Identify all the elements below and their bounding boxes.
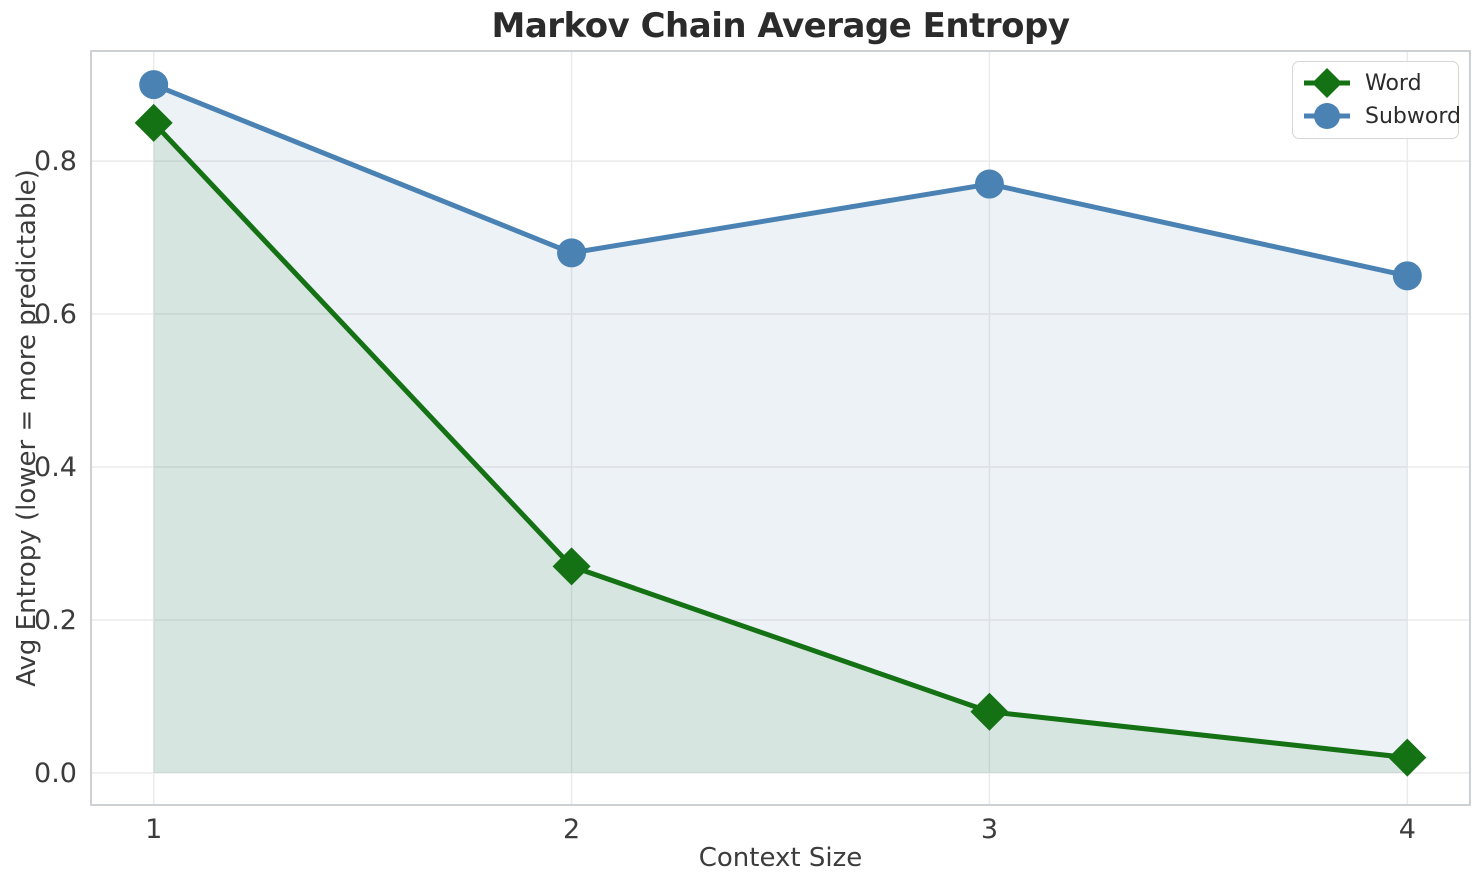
subword-circle-marker-icon — [1304, 103, 1350, 129]
legend: Word Subword — [1292, 61, 1461, 139]
y-tick-label: 0.4 — [34, 452, 77, 483]
x-tick-label: 4 — [1399, 814, 1416, 845]
data-point-subword — [1392, 261, 1422, 291]
legend-label-word: Word — [1365, 70, 1422, 96]
y-axis-label: Avg Entropy (lower = more predictable) — [12, 169, 42, 687]
plot-border — [90, 50, 1471, 806]
series-line-subword — [151, 82, 1410, 279]
area-fill-subword — [153, 84, 1408, 773]
y-tick-label: 0.8 — [34, 146, 77, 177]
data-point-word — [1388, 738, 1427, 777]
legend-item-subword: Subword — [1301, 100, 1461, 132]
series-line-word — [151, 120, 1410, 761]
area-fill-word — [153, 122, 1408, 773]
data-point-subword — [557, 238, 587, 268]
data-point-subword — [974, 169, 1004, 199]
x-tick-label: 3 — [981, 814, 998, 845]
x-tick-label: 1 — [145, 814, 162, 845]
data-point-word — [552, 547, 591, 586]
legend-circle-subword — [1314, 103, 1340, 129]
y-tick-label: 0.0 — [34, 758, 77, 789]
chart-title: Markov Chain Average Entropy — [491, 6, 1070, 46]
legend-label-subword: Subword — [1365, 103, 1461, 129]
y-tick-label: 0.2 — [34, 605, 77, 636]
word-diamond-marker-icon — [1304, 68, 1350, 98]
x-axis-label: Context Size — [698, 843, 863, 873]
data-point-word — [970, 692, 1009, 731]
legend-diamond-word — [1312, 68, 1342, 98]
x-tick-label: 2 — [563, 814, 580, 845]
data-point-word — [134, 103, 173, 142]
legend-item-word: Word — [1301, 67, 1446, 99]
y-tick-label: 0.6 — [34, 299, 77, 330]
data-point-subword — [139, 70, 169, 100]
